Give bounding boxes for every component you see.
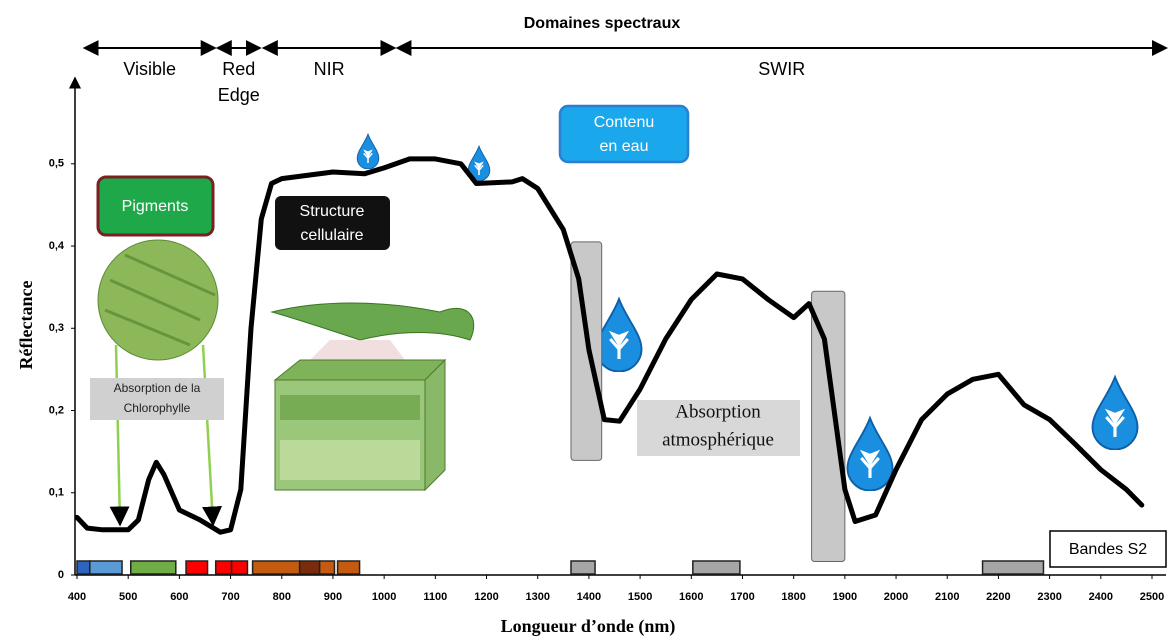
absorption-region bbox=[570, 241, 603, 461]
x-tick-label: 1300 bbox=[525, 591, 549, 603]
absorption-region bbox=[811, 290, 846, 563]
domain-label: SWIR bbox=[758, 59, 805, 79]
x-tick-label: 400 bbox=[68, 591, 86, 603]
domain-label: Visible bbox=[123, 59, 176, 79]
annotation-water: Contenu bbox=[594, 114, 655, 131]
leaf-illustration bbox=[270, 302, 475, 492]
domain-label: Edge bbox=[218, 85, 260, 105]
x-tick-label: 1700 bbox=[730, 591, 754, 603]
x-tick-label: 1000 bbox=[372, 591, 396, 603]
band bbox=[214, 560, 233, 575]
x-tick-label: 1400 bbox=[577, 591, 601, 603]
bands-label: Bandes S2 bbox=[1069, 541, 1147, 558]
y-axis-label: Réflectance bbox=[16, 281, 36, 370]
x-tick-label: 1200 bbox=[474, 591, 498, 603]
annotation-chlorophyll: Absorption de la bbox=[114, 381, 201, 395]
band bbox=[76, 560, 91, 575]
chart-title: Domaines spectraux bbox=[524, 15, 681, 32]
y-tick-label: 0,1 bbox=[49, 487, 64, 499]
band bbox=[981, 560, 1045, 575]
band bbox=[185, 560, 209, 575]
annotation-atmosphere: atmosphérique bbox=[662, 429, 774, 450]
y-tick-label: 0,2 bbox=[49, 404, 64, 416]
chlorophyll-illustration bbox=[97, 239, 223, 527]
band bbox=[230, 560, 249, 575]
y-tick-label: 0 bbox=[58, 569, 64, 581]
domain-label: NIR bbox=[314, 59, 345, 79]
band bbox=[298, 560, 321, 575]
x-tick-label: 600 bbox=[170, 591, 188, 603]
x-tick-label: 700 bbox=[221, 591, 239, 603]
x-tick-label: 2200 bbox=[986, 591, 1010, 603]
x-tick-label: 2000 bbox=[884, 591, 908, 603]
x-tick-label: 2300 bbox=[1037, 591, 1061, 603]
x-tick-label: 2500 bbox=[1140, 591, 1164, 603]
band bbox=[692, 560, 741, 575]
annotation-atmosphere: Absorption bbox=[675, 401, 761, 422]
band bbox=[570, 560, 596, 575]
band bbox=[89, 560, 123, 575]
x-tick-label: 1600 bbox=[679, 591, 703, 603]
x-tick-label: 1800 bbox=[781, 591, 805, 603]
annotation-chlorophyll: Chlorophylle bbox=[124, 401, 191, 415]
x-axis-label: Longueur d’onde (nm) bbox=[501, 616, 676, 637]
reflectance-line bbox=[74, 156, 1145, 535]
band bbox=[130, 560, 177, 575]
band bbox=[336, 560, 361, 575]
annotations: Pigments Structure cellulaire Contenu en eau… bbox=[90, 104, 1167, 568]
x-tick-label: 1500 bbox=[628, 591, 652, 603]
x-tick-label: 900 bbox=[324, 591, 342, 603]
annotation-pigments: Pigments bbox=[122, 198, 189, 215]
x-tick-label: 800 bbox=[273, 591, 291, 603]
y-tick-label: 0,4 bbox=[49, 240, 65, 252]
annotation-structure: Structure bbox=[300, 203, 365, 220]
y-tick-label: 0,5 bbox=[49, 158, 64, 170]
x-tick-label: 1900 bbox=[833, 591, 857, 603]
x-tick-label: 2100 bbox=[935, 591, 959, 603]
annotation-water: en eau bbox=[600, 138, 649, 155]
domain-label: Red bbox=[222, 59, 255, 79]
y-tick-label: 0,3 bbox=[49, 322, 64, 334]
annotation-structure: cellulaire bbox=[300, 227, 363, 244]
band bbox=[318, 560, 336, 575]
band bbox=[251, 560, 301, 575]
x-tick-label: 2400 bbox=[1089, 591, 1113, 603]
x-tick-label: 1100 bbox=[423, 591, 447, 603]
x-tick-label: 500 bbox=[119, 591, 137, 603]
